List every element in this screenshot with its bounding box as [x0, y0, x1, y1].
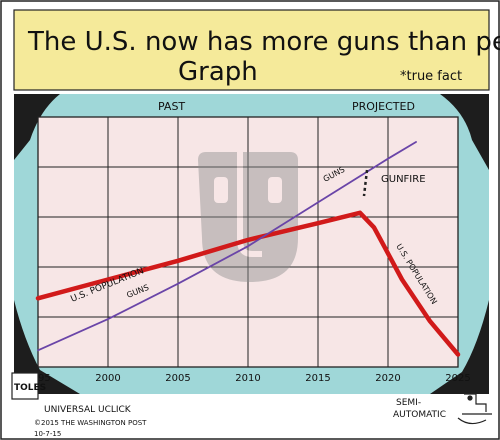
syndicate: UNIVERSAL UCLICK: [44, 405, 132, 415]
corner-shade-bl: [14, 300, 80, 394]
title-banner: [13, 9, 490, 91]
series-line-guns: [37, 141, 417, 352]
gunfire-dashes: [362, 169, 369, 197]
copyright: ©2015 THE WASHINGTON POST: [34, 419, 147, 427]
x-tick-label: 2000: [95, 373, 120, 384]
corner-shade-br: [430, 300, 489, 394]
series-line-us-population: [35, 210, 461, 357]
date: 10-7-15: [34, 430, 61, 438]
data-lines: [35, 141, 461, 357]
caption-line2: AUTOMATIC: [393, 410, 446, 420]
header-projected: PROJECTED: [352, 100, 415, 113]
label-gunfire: GUNFIRE: [381, 174, 426, 185]
header-past: PAST: [158, 100, 185, 113]
signature-block: TOLES: [11, 372, 46, 400]
ghost-silhouette: [198, 152, 298, 282]
small-figure: [457, 393, 492, 425]
signature: TOLES: [14, 383, 46, 393]
corner-shade-tr: [440, 94, 489, 170]
x-tick-label: 2005: [165, 373, 190, 384]
x-tick-label: 2010: [235, 373, 260, 384]
title-line2: Graph: [178, 57, 258, 87]
title-line1: The U.S. now has more guns than people *: [27, 27, 500, 57]
x-tick-label: 2020: [375, 373, 400, 384]
corner-shade-tl: [14, 94, 60, 160]
x-tick-label: 2025: [445, 373, 470, 384]
x-tick-label: 2015: [305, 373, 330, 384]
caption-line1: SEMI-: [396, 398, 421, 408]
title-footnote: *true fact: [400, 69, 462, 84]
